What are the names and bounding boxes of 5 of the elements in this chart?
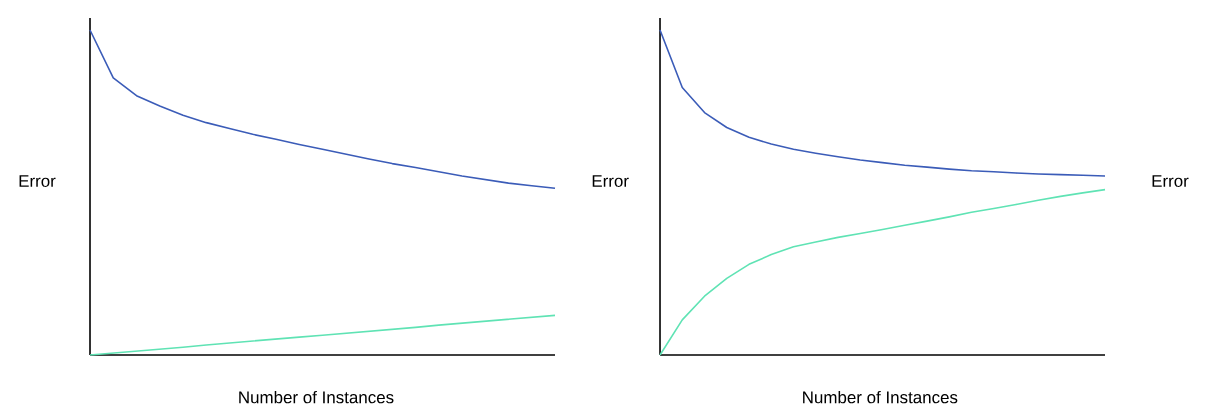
y-axis-title: Error — [19, 175, 56, 188]
y-axis-title: Error — [592, 175, 629, 188]
x-axis-title: Number of Instances — [239, 390, 394, 404]
x-axis-title: Number of Instances — [803, 390, 958, 404]
y2-axis-title: Error — [1152, 175, 1189, 188]
